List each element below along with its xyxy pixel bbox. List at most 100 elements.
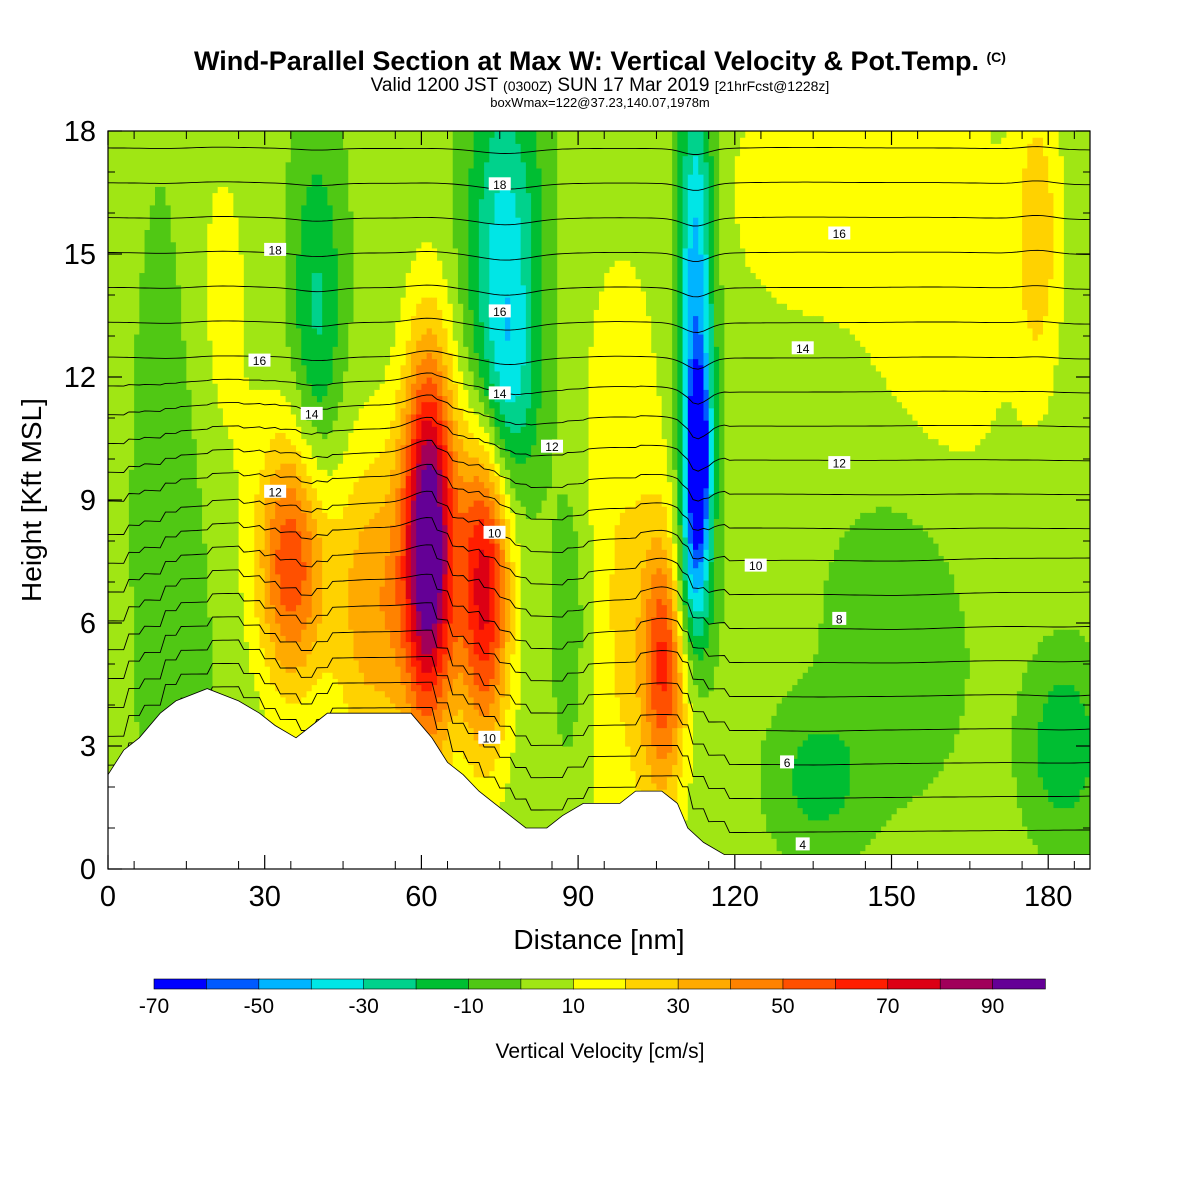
x-tick-label: 180 xyxy=(1024,881,1072,913)
theta-contour-line xyxy=(108,214,1090,227)
x-tick-label: 120 xyxy=(711,881,759,913)
colorbar-tick-label: -70 xyxy=(139,995,169,1018)
theta-contour-line xyxy=(108,544,1090,630)
y-tick-label: 9 xyxy=(80,485,96,517)
theta-contour-line xyxy=(108,616,1090,732)
theta-contour-line xyxy=(108,394,1090,440)
colorbar-swatch xyxy=(520,978,574,990)
svg-text:14: 14 xyxy=(305,407,319,421)
svg-text:12: 12 xyxy=(545,440,559,454)
theta-label: 4 xyxy=(795,837,810,852)
colorbar-label: Vertical Velocity [cm/s] xyxy=(496,1040,705,1063)
x-tick-label: 60 xyxy=(405,881,437,913)
colorbar-swatch xyxy=(625,978,679,990)
svg-text:8: 8 xyxy=(836,612,843,626)
colorbar: -70 -50 -30 -10 10 30 50 70 90 xyxy=(139,978,1046,1018)
theta-contour-line xyxy=(108,686,1090,834)
copyright-mark: (C) xyxy=(986,49,1006,65)
colorbar-swatch xyxy=(363,978,417,990)
colorbar-swatch xyxy=(206,978,260,990)
colorbar-swatch xyxy=(782,978,837,990)
theta-label: 14 xyxy=(300,406,323,421)
theta-contour-line xyxy=(108,416,1090,472)
theta-contour-labels: 18 16 14 12 18 16 14 12 10 10 16 14 12 10 8 6 4 xyxy=(248,177,851,852)
x-tick-label: 90 xyxy=(562,881,594,913)
theta-contour-line xyxy=(108,317,1090,333)
colorbar-tick-label: 10 xyxy=(562,995,585,1018)
y-axis-label: Height [Kft MSL] xyxy=(16,398,47,602)
terrain-mask xyxy=(107,688,1091,870)
theta-contour-line xyxy=(108,350,1090,370)
colorbar-swatch xyxy=(730,978,784,990)
x-tick-label: 150 xyxy=(867,881,915,913)
colorbar-swatch xyxy=(310,978,365,990)
theta-label: 18 xyxy=(488,177,511,192)
svg-text:18: 18 xyxy=(493,178,507,192)
x-tick-label: 30 xyxy=(249,881,281,913)
svg-text:12: 12 xyxy=(833,457,847,471)
y-tick-label: 3 xyxy=(80,731,96,763)
svg-text:6: 6 xyxy=(784,756,791,770)
theta-contour-line xyxy=(108,639,1090,766)
theta-contour-line xyxy=(108,284,1090,298)
theta-contour-line xyxy=(108,146,1090,155)
svg-text:16: 16 xyxy=(253,354,267,368)
colorbar-swatch xyxy=(992,978,1046,990)
theta-label: 18 xyxy=(264,242,287,257)
x-axis-label: Distance [nm] xyxy=(513,924,684,955)
colorbar-swatch xyxy=(415,978,470,990)
theta-label: 6 xyxy=(780,755,795,770)
svg-text:18: 18 xyxy=(268,243,282,257)
y-tick-label: 15 xyxy=(64,239,96,271)
y-tick-label: 18 xyxy=(64,116,96,148)
theta-label: 12 xyxy=(828,456,851,471)
theta-contour-line xyxy=(108,372,1090,405)
theta-label: 10 xyxy=(483,525,506,540)
theta-contour-line xyxy=(108,439,1090,502)
colorbar-tick-label: 90 xyxy=(981,995,1004,1018)
svg-text:4: 4 xyxy=(799,838,806,852)
svg-text:16: 16 xyxy=(493,305,507,319)
svg-text:12: 12 xyxy=(268,485,282,499)
colorbar-swatch xyxy=(153,978,208,990)
colorbar-swatch xyxy=(939,978,994,990)
y-tick-label: 6 xyxy=(80,608,96,640)
theta-contour-line xyxy=(108,592,1090,698)
axes: 0 30 60 90 120 150 180 0 3 6 9 12 15 18 xyxy=(64,116,1090,913)
theta-label: 14 xyxy=(488,386,511,401)
theta-label: 16 xyxy=(488,304,511,319)
theta-label: 10 xyxy=(478,730,501,745)
theta-label: 16 xyxy=(248,353,271,368)
colorbar-swatch xyxy=(887,978,941,990)
colorbar-tick-label: 30 xyxy=(666,995,689,1018)
theta-contour-line xyxy=(108,490,1090,562)
colorbar-tick-label: 70 xyxy=(876,995,899,1018)
theta-label: 8 xyxy=(832,611,847,626)
colorbar-swatch xyxy=(468,978,522,990)
colorbar-tick-label: -10 xyxy=(453,995,483,1018)
colorbar-swatch xyxy=(572,978,627,990)
svg-text:10: 10 xyxy=(749,559,763,573)
y-tick-label: 12 xyxy=(64,362,96,394)
theta-contour-line xyxy=(108,662,1090,800)
theta-label: 14 xyxy=(791,341,814,356)
svg-text:10: 10 xyxy=(488,526,502,540)
x-tick-label: 0 xyxy=(100,881,116,913)
colorbar-swatch xyxy=(835,978,889,990)
svg-text:16: 16 xyxy=(833,227,847,241)
colorbar-swatch xyxy=(677,978,732,990)
theta-contour-line xyxy=(108,463,1090,531)
y-tick-label: 0 xyxy=(80,854,96,886)
theta-label: 12 xyxy=(264,484,287,499)
colorbar-tick-label: -50 xyxy=(244,995,274,1018)
theta-contour-line xyxy=(108,517,1090,596)
theta-label: 12 xyxy=(540,439,563,454)
svg-text:14: 14 xyxy=(796,342,810,356)
theta-contour-line xyxy=(108,180,1090,191)
theta-label: 10 xyxy=(744,558,767,573)
svg-text:10: 10 xyxy=(483,731,497,745)
chart-boxinfo: boxWmax=122@37.23,140.07,1978m xyxy=(490,95,710,110)
chart-title: Wind-Parallel Section at Max W: Vertical… xyxy=(194,46,1006,76)
colorbar-swatch xyxy=(258,978,312,990)
